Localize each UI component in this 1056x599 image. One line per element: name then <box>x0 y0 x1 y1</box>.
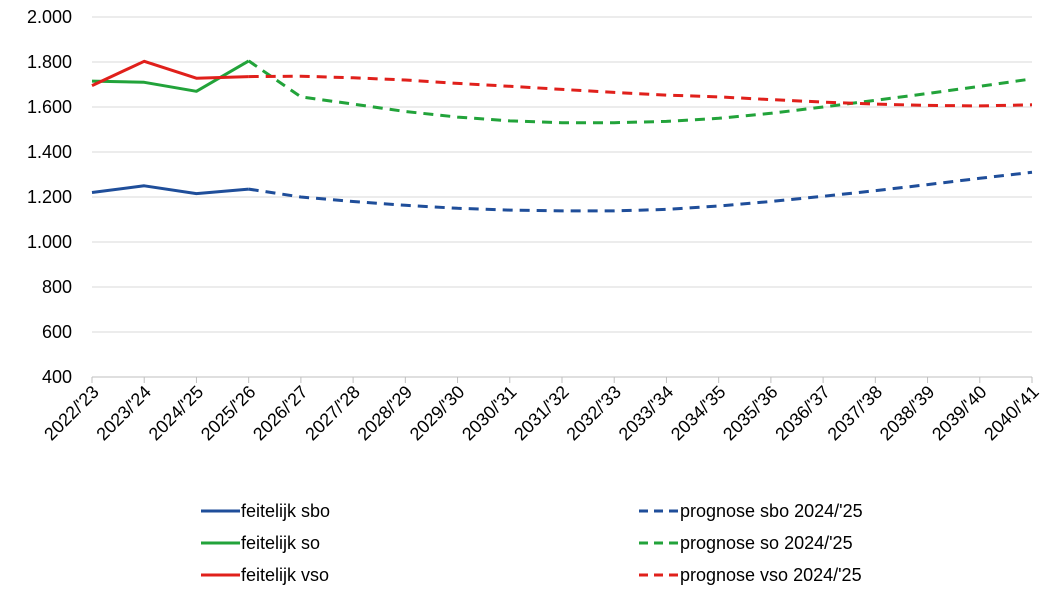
y-tick-label: 400 <box>42 367 72 387</box>
y-tick-label: 2.000 <box>27 7 72 27</box>
y-tick-label: 1.400 <box>27 142 72 162</box>
legend-label: feitelijk sbo <box>241 501 330 521</box>
y-tick-label: 1.800 <box>27 52 72 72</box>
x-tick-label: 2033/'34 <box>615 382 678 445</box>
x-tick-label: 2036/'37 <box>771 382 834 445</box>
x-tick-label: 2030/'31 <box>458 382 521 445</box>
x-axis <box>91 376 1033 383</box>
series-lines <box>91 59 1033 213</box>
series-line-feitelijk-vso <box>91 59 249 87</box>
y-tick-label: 800 <box>42 277 72 297</box>
x-tick-label: 2032/'33 <box>562 382 625 445</box>
legend-label: feitelijk so <box>241 533 320 553</box>
x-tick-label: 2029/'30 <box>406 382 469 445</box>
series-line-feitelijk-sbo <box>91 184 249 196</box>
x-tick-label: 2038/'39 <box>876 382 939 445</box>
y-tick-label: 600 <box>42 322 72 342</box>
x-tick-label: 2039/'40 <box>928 382 991 445</box>
gridlines <box>92 16 1032 333</box>
y-axis-ticks: 400 600 800 1.000 1.200 1.400 1.600 1.800 2.000 <box>27 7 72 387</box>
y-tick-label: 1.200 <box>27 187 72 207</box>
x-tick-label: 2034/'35 <box>667 382 730 445</box>
x-tick-label: 2037/'38 <box>824 382 887 445</box>
series-line-prognose-vso-2024-25 <box>248 74 1033 108</box>
x-tick-label: 2025/'26 <box>197 382 260 445</box>
x-tick-label: 2040/'41 <box>980 382 1043 445</box>
x-tick-label: 2024/'25 <box>145 382 208 445</box>
x-tick-label: 2031/'32 <box>510 382 573 445</box>
series-line-prognose-so-2024-25 <box>247 59 1033 125</box>
legend-label: feitelijk vso <box>241 565 329 585</box>
legend-label: prognose sbo 2024/'25 <box>680 501 863 521</box>
x-tick-label: 2023/'24 <box>92 382 155 445</box>
x-tick-label: 2035/'36 <box>719 382 782 445</box>
legend-label: prognose so 2024/'25 <box>680 533 853 553</box>
y-tick-label: 1.600 <box>27 97 72 117</box>
series-line-prognose-sbo-2024-25 <box>248 170 1033 213</box>
x-axis-ticks: 2022/'232023/'242024/'252025/'262026/'27… <box>40 382 1043 445</box>
x-tick-label: 2027/'28 <box>301 382 364 445</box>
x-tick-label: 2026/'27 <box>249 382 312 445</box>
legend: feitelijk sbo feitelijk so feitelijk vso pr… <box>201 501 863 585</box>
legend-label: prognose vso 2024/'25 <box>680 565 862 585</box>
y-tick-label: 1.000 <box>27 232 72 252</box>
x-tick-label: 2022/'23 <box>40 382 103 445</box>
x-tick-label: 2028/'29 <box>354 382 417 445</box>
